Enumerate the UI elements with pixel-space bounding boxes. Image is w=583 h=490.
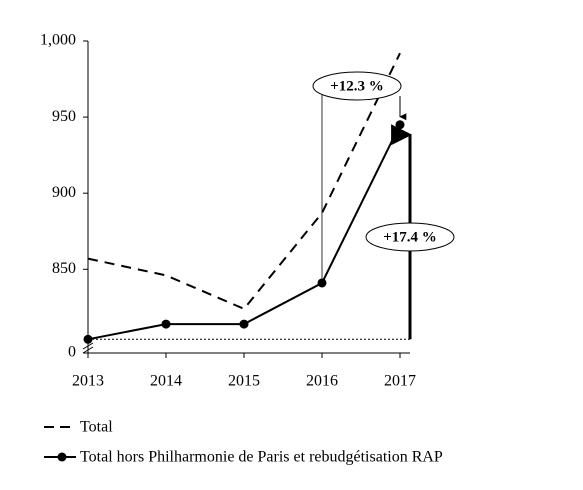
legend-label: Total: [80, 419, 113, 436]
annotation-bubble: [312, 71, 402, 101]
point: [161, 319, 171, 329]
y-tick-label: 0: [68, 344, 76, 361]
series-line: [87, 52, 401, 311]
x-tick-label: 2013: [72, 373, 104, 390]
annotation: +12.3 %: [330, 78, 384, 94]
point: [395, 120, 405, 130]
legend-marker: [57, 452, 67, 462]
legend-label: Total hors Philharmonie de Paris et rebu…: [80, 449, 443, 466]
y-tick-label: 850: [52, 260, 76, 277]
x-tick-label: 2016: [306, 373, 338, 390]
axis-break: [82, 342, 94, 350]
x-tick-label: 2015: [228, 373, 260, 390]
series-line: [87, 124, 401, 341]
x-tick-label: 2017: [384, 373, 416, 390]
axis-break: [82, 346, 94, 354]
point: [239, 319, 249, 329]
point: [83, 334, 93, 344]
y-tick-label: 950: [52, 108, 76, 125]
annotation-bubble: [365, 222, 455, 252]
x-tick-label: 2014: [150, 373, 182, 390]
y-tick-label: 900: [52, 184, 76, 201]
annotation: +17.4 %: [383, 229, 437, 245]
y-tick-label: 1,000: [40, 32, 76, 49]
